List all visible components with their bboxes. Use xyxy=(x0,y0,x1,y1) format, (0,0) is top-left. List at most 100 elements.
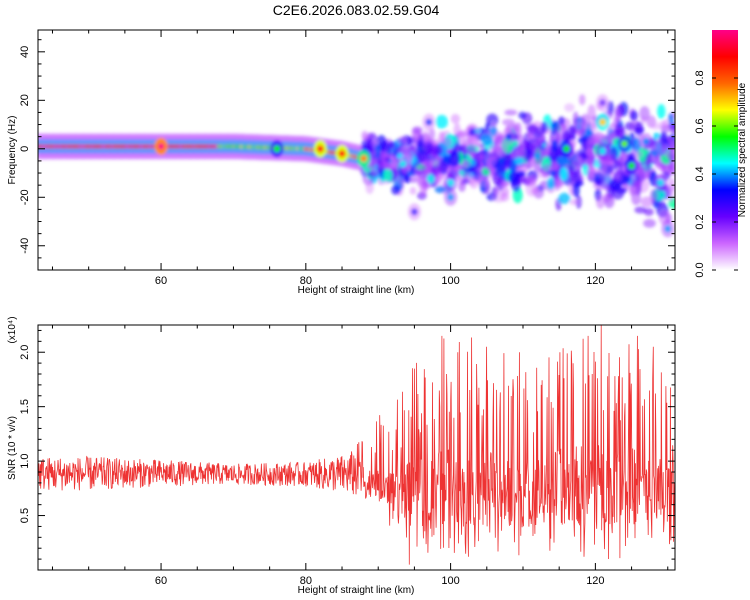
colorbar-tick-label: 0.4 xyxy=(694,166,706,181)
spectrogram-blob xyxy=(667,187,675,203)
spectrogram-blob xyxy=(411,208,418,216)
spectrogram-blob xyxy=(567,124,577,140)
spectrogram-blob xyxy=(430,144,443,156)
spectrogram-blob xyxy=(516,122,522,138)
spectrogram-blob xyxy=(493,186,500,195)
spectrogram-blob xyxy=(404,174,411,184)
spectrogram-blob xyxy=(377,161,389,170)
spectrogram-blob xyxy=(421,164,434,174)
spectrogram-blob xyxy=(517,134,524,141)
spectrogram-blob xyxy=(419,183,428,197)
spectrogram-blob xyxy=(657,104,666,119)
spectrogram-blob xyxy=(484,151,498,168)
spectrogram-xtick-label: 80 xyxy=(300,275,312,287)
spectrogram-blob xyxy=(542,163,551,179)
spectrogram-blob xyxy=(478,174,491,188)
spectrogram-blob xyxy=(504,109,518,116)
spectrogram-blob xyxy=(569,199,580,206)
snr-xtick-label: 120 xyxy=(586,575,604,587)
spectrogram-blob xyxy=(583,158,596,166)
spectrogram-blob xyxy=(365,180,374,194)
spectrogram-blob xyxy=(564,103,575,112)
spectrogram-blob xyxy=(406,155,413,166)
snr-ytick-label: 0.5 xyxy=(19,508,31,523)
spectrogram-blob xyxy=(559,166,568,182)
snr-xtick-label: 100 xyxy=(441,575,459,587)
spectrogram-blob xyxy=(505,133,512,141)
snr-background xyxy=(38,325,675,570)
spectrogram-blob xyxy=(338,150,346,158)
spectrogram-blob xyxy=(469,128,476,136)
spectrogram-layer xyxy=(38,94,675,238)
colorbar-tick-label: 0.8 xyxy=(694,70,706,85)
colorbar-ticks: 0.0 0.2 0.4 0.6 0.8 xyxy=(694,70,738,278)
spectrogram-blob xyxy=(586,166,596,179)
spectrogram-blob xyxy=(273,145,281,153)
spectrogram-blob xyxy=(461,142,469,155)
spectrogram-blob xyxy=(467,146,477,156)
spectrogram-blob xyxy=(488,144,496,153)
spectrogram-xlabel: Height of straight line (km) xyxy=(298,285,415,296)
spectrogram-blob xyxy=(668,112,675,125)
spectrogram-blob xyxy=(634,127,645,134)
spectrogram-blob xyxy=(391,185,400,195)
spectrogram-blob xyxy=(629,180,641,195)
spectrogram-blob xyxy=(614,169,623,183)
spectrogram-blob xyxy=(457,131,465,144)
spectrogram-blob xyxy=(596,194,605,209)
spectrogram-blob xyxy=(599,118,606,126)
spectrogram-blob xyxy=(558,116,565,126)
spectrogram-blob xyxy=(435,114,448,129)
spectrogram-blob xyxy=(409,186,417,195)
spectrogram-blob xyxy=(406,146,417,157)
spectrogram-blob xyxy=(555,124,569,141)
spectrogram-blob xyxy=(534,152,541,160)
spectrogram-blob xyxy=(426,173,435,184)
spectrogram-blob xyxy=(631,191,641,206)
spectrogram-blob xyxy=(599,147,606,155)
spectrogram-blob xyxy=(317,145,324,153)
spectrogram-blob xyxy=(621,140,628,148)
spectrogram-blob xyxy=(664,225,672,233)
spectrogram-ylabel: Frequency (Hz) xyxy=(7,116,18,185)
spectrogram-blob xyxy=(642,138,650,145)
spectrogram-blob xyxy=(416,138,423,153)
spectrogram-blob xyxy=(502,118,515,126)
spectrogram-blob xyxy=(389,161,397,168)
spectrogram-blob xyxy=(448,150,461,167)
spectrogram-blob xyxy=(462,171,470,181)
spectrogram-blob xyxy=(518,111,527,119)
spectrogram-blob xyxy=(450,113,461,124)
snr-ticks: 60 80 100 120 0.5 1.0 1.5 2.0 xyxy=(19,325,675,587)
spectrogram-blob xyxy=(654,140,667,157)
snr-ytick-label: 2.0 xyxy=(19,345,31,360)
spectrogram-ytick-label: 20 xyxy=(19,94,31,106)
spectrogram-blob xyxy=(645,153,652,168)
spectrogram-blob xyxy=(361,130,369,140)
snr-xtick-label: 60 xyxy=(155,575,167,587)
spectrogram-blob xyxy=(599,99,606,107)
spectrogram-blob xyxy=(542,147,550,158)
colorbar-tick-label: 0.2 xyxy=(694,214,706,229)
spectrogram-xtick-label: 100 xyxy=(441,275,459,287)
spectrogram-blob xyxy=(556,156,569,167)
spectrogram-blob xyxy=(527,125,540,140)
spectrogram-blob xyxy=(514,157,524,166)
spectrogram-blob xyxy=(398,177,405,185)
spectrogram-blob xyxy=(437,172,447,179)
spectrogram-blob xyxy=(637,170,650,180)
spectrogram-blob xyxy=(604,134,615,147)
spectrogram-blob xyxy=(602,161,614,177)
spectrogram-blob xyxy=(614,108,622,123)
spectrogram-blob xyxy=(607,153,617,162)
spectrogram-blob xyxy=(613,158,619,171)
snr-frame xyxy=(37,324,676,571)
snr-panel: 60 80 100 120 0.5 1.0 1.5 2.0 Height of straigh… xyxy=(7,316,676,596)
colorbar-tick-label: 0.0 xyxy=(694,262,706,277)
spectrogram-blob xyxy=(370,139,378,146)
spectrogram-blob xyxy=(604,193,615,209)
spectrogram-ytick-label: 0 xyxy=(19,146,31,152)
spectrogram-blob xyxy=(523,152,532,162)
spectrogram-blob xyxy=(500,193,510,202)
spectrogram-blob xyxy=(650,189,658,202)
